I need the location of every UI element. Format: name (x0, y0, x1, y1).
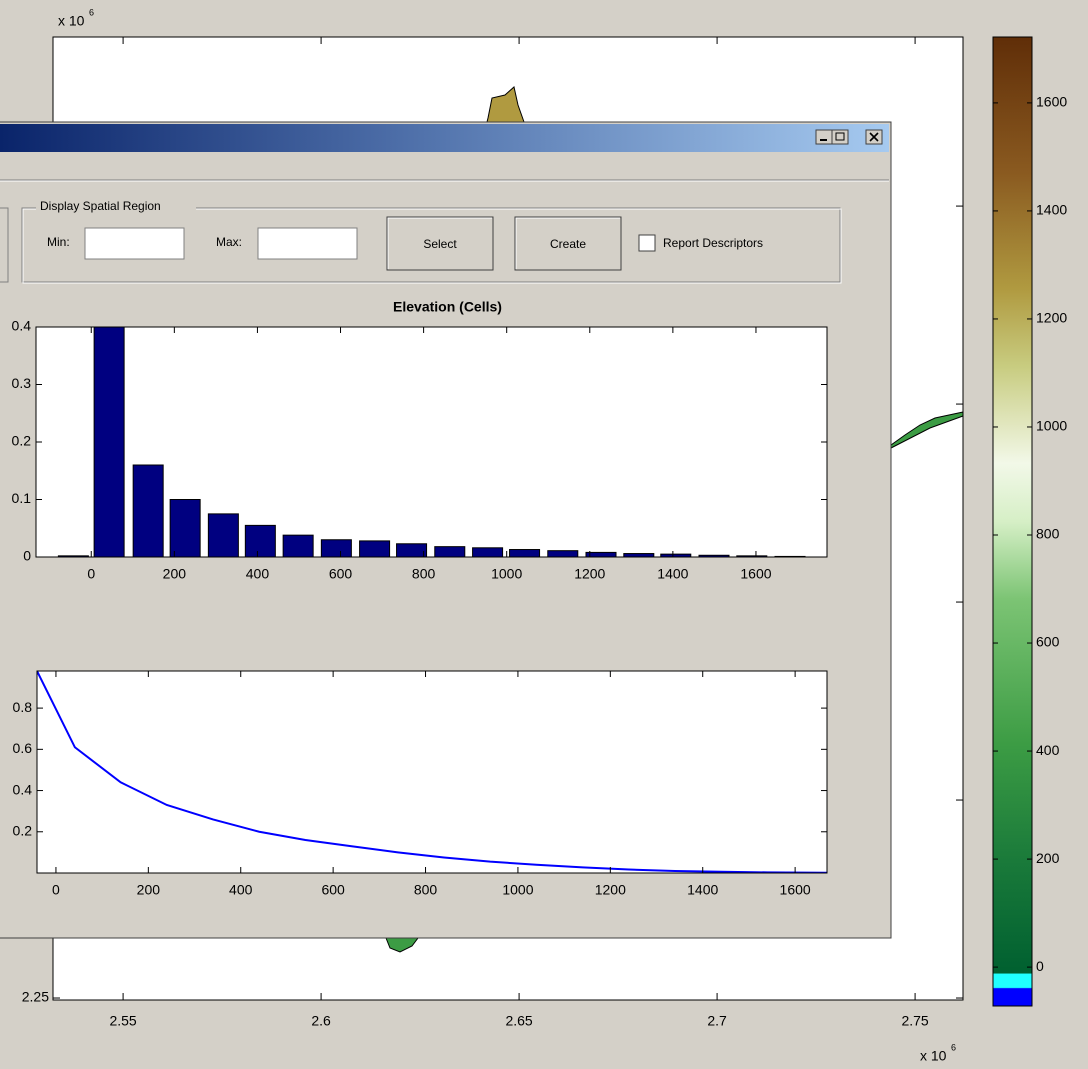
x-tick-label: 800 (412, 566, 436, 582)
y-multiplier: x 10 (58, 13, 85, 29)
screen: 2.552.62.652.72.752.252.32.352.42.45x 10… (0, 0, 1088, 1069)
y-multiplier-exponent: 6 (89, 7, 94, 17)
y-tick-label: 0.2 (12, 433, 32, 449)
bar (170, 500, 200, 558)
min-label: Min: (47, 235, 70, 249)
x-tick-label: 400 (229, 882, 253, 898)
max-input[interactable] (258, 228, 357, 259)
y-tick-label: 0.6 (13, 740, 33, 756)
bar (208, 514, 238, 557)
bar (548, 551, 578, 557)
x-tick-label: 2.65 (505, 1013, 532, 1029)
bar (133, 465, 163, 557)
bar (510, 550, 540, 557)
min-input[interactable] (85, 228, 184, 259)
group-title: Display Spatial Region (40, 199, 161, 213)
bar (435, 547, 465, 557)
x-tick-label: 200 (163, 566, 187, 582)
y-tick-label: 0.3 (12, 375, 32, 391)
bar (283, 535, 313, 557)
x-multiplier-exponent: 6 (951, 1042, 956, 1052)
checkbox-label: Report Descriptors (663, 236, 763, 250)
x-multiplier: x 10 (920, 1048, 947, 1064)
y-tick-label: 0 (23, 548, 31, 564)
chart-title: Elevation (Cells) (393, 299, 502, 315)
x-tick-label: 0 (52, 882, 60, 898)
bar (321, 540, 351, 557)
x-tick-label: 1200 (574, 566, 605, 582)
x-tick-label: 1200 (595, 882, 626, 898)
x-tick-label: 1600 (740, 566, 771, 582)
create-label: Create (550, 237, 586, 251)
colorbar-tick-label: 1400 (1036, 202, 1067, 218)
bar (586, 552, 616, 557)
x-tick-label: 1400 (687, 882, 718, 898)
colorbar (993, 37, 1032, 1006)
x-tick-label: 2.55 (109, 1013, 136, 1029)
dialog-window: Display Spatial Region Min: Max: Select … (0, 122, 891, 938)
x-tick-label: 1000 (502, 882, 533, 898)
colorbar-tick-label: 1200 (1036, 310, 1067, 326)
x-tick-label: 1600 (780, 882, 811, 898)
colorbar-tick-label: 800 (1036, 526, 1060, 542)
x-tick-label: 600 (321, 882, 345, 898)
y-tick-label: 0.4 (12, 318, 32, 334)
x-tick-label: 0 (87, 566, 95, 582)
y-tick-label: 0.1 (12, 490, 32, 506)
x-tick-label: 2.6 (311, 1013, 331, 1029)
select-label: Select (423, 237, 457, 251)
x-tick-label: 400 (246, 566, 270, 582)
maximize-button[interactable] (832, 130, 848, 144)
x-tick-label: 2.7 (707, 1013, 727, 1029)
x-tick-label: 600 (329, 566, 353, 582)
plot-area (37, 671, 827, 873)
max-label: Max: (216, 235, 242, 249)
bar (360, 541, 390, 557)
y-tick-label: 0.2 (13, 822, 33, 838)
x-tick-label: 1000 (491, 566, 522, 582)
colorbar-tick-label: 400 (1036, 742, 1060, 758)
create-button[interactable]: Create (515, 217, 621, 270)
y-tick-label: 0.4 (13, 781, 33, 797)
x-tick-label: 2.75 (901, 1013, 928, 1029)
minimize-button[interactable] (816, 130, 832, 144)
y-tick-label: 0.8 (13, 699, 33, 715)
x-tick-label: 1400 (657, 566, 688, 582)
colorbar-tick-label: 1600 (1036, 94, 1067, 110)
y-tick-label: 2.25 (22, 989, 49, 1005)
bar (624, 554, 654, 557)
x-tick-label: 800 (414, 882, 438, 898)
bar (245, 525, 275, 557)
title-bar (0, 124, 889, 152)
x-tick-label: 200 (137, 882, 161, 898)
select-button[interactable]: Select (387, 217, 493, 270)
bar (473, 548, 503, 557)
bar (94, 327, 124, 557)
colorbar-tick-label: 600 (1036, 634, 1060, 650)
bar (397, 544, 427, 557)
colorbar-tick-label: 200 (1036, 850, 1060, 866)
close-button[interactable] (866, 130, 882, 144)
colorbar-tick-label: 0 (1036, 958, 1044, 974)
checkbox[interactable] (639, 235, 655, 251)
colorbar-tick-label: 1000 (1036, 418, 1067, 434)
